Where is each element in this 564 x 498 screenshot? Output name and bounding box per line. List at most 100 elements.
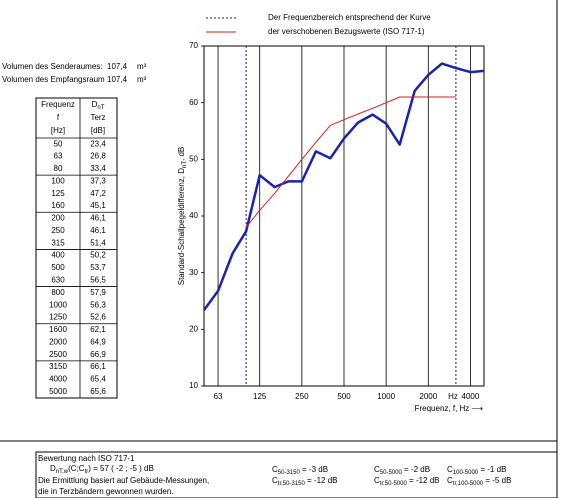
rating-result: DnT,w(C;Ctr) = 57 ( -2 ; -5 ) dB — [50, 464, 154, 474]
x-tick-label: 250 — [295, 392, 309, 401]
text-part: tr,100-5000 — [453, 481, 484, 487]
table-cell: 65,6 — [90, 387, 106, 396]
table-cell: 37,3 — [90, 176, 106, 185]
rating-term: Ctr,100-5000 = -5 dB — [447, 476, 511, 486]
rating-term: Ctr,50-3150 = -12 dB — [272, 476, 338, 486]
text-part: dB — [502, 476, 512, 485]
table-cell: 45,1 — [90, 201, 106, 210]
table-cell: 66,1 — [90, 362, 106, 371]
table-header: [Hz] — [51, 126, 65, 135]
table-cell: 63 — [54, 152, 63, 161]
text-part: C — [272, 476, 278, 485]
table-cell: 2000 — [49, 337, 67, 346]
table-cell: 47,2 — [90, 189, 106, 198]
table-header: [dB] — [91, 126, 105, 135]
text-part: C — [272, 465, 278, 474]
text-part: -2 — [411, 465, 419, 474]
x-tick-label: 125 — [253, 392, 267, 401]
table-cell: 64,9 — [90, 337, 106, 346]
legend-label: der verschobenen Bezugswerte (ISO 717-1) — [268, 27, 425, 36]
table-cell: 33,4 — [90, 164, 106, 173]
y-axis-label: Standard-Schallpegeldifferenz, DnT, dB — [177, 147, 187, 286]
x-tick-label: 2000 — [419, 392, 437, 401]
table-cell: 1600 — [49, 325, 67, 334]
table-cell: 53,7 — [90, 263, 106, 272]
table-cell: 65,4 — [90, 375, 106, 384]
table-cell: 56,5 — [90, 275, 106, 284]
x-unit: Hz — [448, 392, 458, 401]
table-cell: 1000 — [49, 300, 67, 309]
table-cell: 46,1 — [90, 226, 106, 235]
text-part: -12 — [314, 476, 326, 485]
table-cell: 630 — [51, 275, 65, 284]
table-cell: 56,3 — [90, 300, 106, 309]
volume-unit: m³ — [137, 75, 147, 84]
y-tick-label: 30 — [189, 268, 198, 277]
table-header: Frequenz — [41, 100, 75, 109]
table-cell: 80 — [54, 164, 63, 173]
text-part: Standard-Schallpegeldifferenz, D — [177, 168, 186, 285]
table-cell: 100 — [51, 176, 65, 185]
volume-label: Volumen des Senderaumes: — [2, 62, 103, 71]
volume-value: 107,4 — [107, 75, 128, 84]
text-part: dB — [430, 476, 440, 485]
table-cell: 57,9 — [90, 288, 106, 297]
volume-unit: m³ — [137, 62, 147, 71]
text-part: C — [374, 476, 380, 485]
text-part: 50-3150 — [278, 470, 301, 476]
volume-label: Volumen des Empfangsraum — [2, 75, 105, 84]
rating-term: C100-5000 = -1 dB — [447, 465, 506, 475]
table-cell: 1250 — [49, 313, 67, 322]
text-part: = — [305, 476, 314, 485]
table-cell: 50,2 — [90, 251, 106, 260]
table-header: Terz — [90, 113, 105, 122]
table-cell: 5000 — [49, 387, 67, 396]
text-part: = — [407, 476, 416, 485]
table-header: f — [57, 113, 60, 122]
text-part: C — [447, 465, 453, 474]
table-header: DnT — [92, 100, 105, 110]
x-tick-label: 500 — [337, 392, 351, 401]
y-tick-label: 10 — [189, 381, 198, 390]
text-part: tr — [85, 469, 89, 475]
text-part: dB — [497, 465, 507, 474]
y-tick-label: 40 — [189, 211, 198, 220]
text-part: ) = 57 ( -2 ; -5 ) dB — [88, 464, 154, 473]
text-part: = — [300, 465, 309, 474]
table-cell: 62,1 — [90, 325, 106, 334]
table-cell: 125 — [51, 189, 65, 198]
legend-label: Der Frequenzbereich entsprechend der Kur… — [268, 13, 431, 22]
text-part: tr,50-5000 — [380, 481, 408, 487]
table-cell: 52,6 — [90, 313, 106, 322]
text-part: = — [483, 476, 492, 485]
text-part: , dB — [177, 147, 186, 161]
text-part: -5 — [492, 476, 500, 485]
table-cell: 2500 — [49, 350, 67, 359]
table-cell: 23,4 — [90, 139, 106, 148]
table-cell: 800 — [51, 288, 65, 297]
table-cell: 46,1 — [90, 214, 106, 223]
text-part: nT — [182, 161, 188, 168]
table-cell: 66,9 — [90, 350, 106, 359]
x-tick-label: 63 — [214, 392, 223, 401]
series-line — [245, 96, 456, 228]
text-part: C — [447, 476, 453, 485]
text-part: = — [402, 465, 411, 474]
table-cell: 3150 — [49, 362, 67, 371]
text-part: (C;C — [68, 464, 85, 473]
text-part: C — [374, 465, 380, 474]
table-cell: 26,8 — [90, 152, 106, 161]
text-part: -3 — [309, 465, 317, 474]
text-part: dB — [420, 465, 430, 474]
series-line — [202, 62, 485, 311]
text-part: dB — [328, 476, 338, 485]
text-part: -12 — [416, 476, 428, 485]
table-cell: 250 — [51, 226, 65, 235]
rating-note: die in Terzbändern gewonnen wurden. — [38, 487, 174, 496]
table-cell: 50 — [54, 139, 63, 148]
table-cell: 400 — [51, 251, 65, 260]
x-tick-label: 4000 — [462, 392, 480, 401]
text-part: = — [478, 465, 487, 474]
rating-note: Die Ermittlung basiert auf Gebäude-Messu… — [38, 476, 209, 485]
table-cell: 160 — [51, 201, 65, 210]
